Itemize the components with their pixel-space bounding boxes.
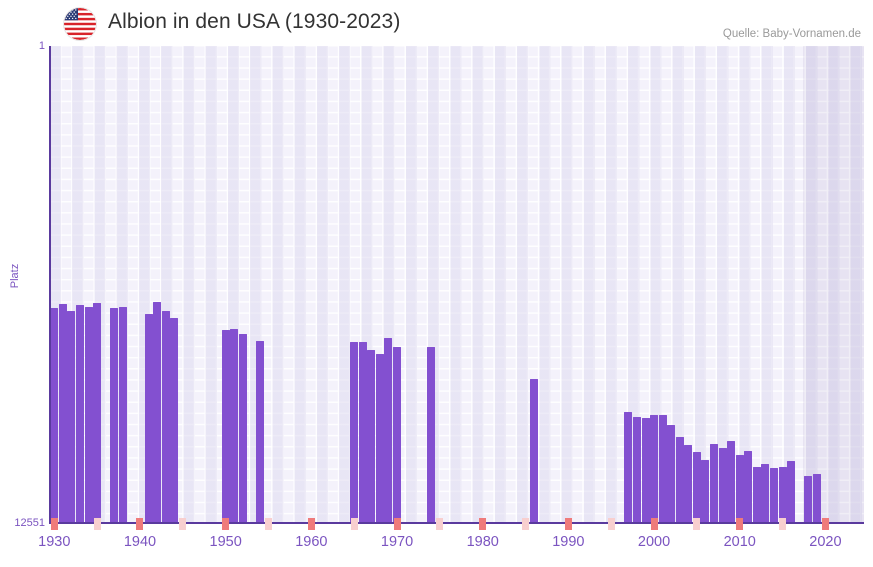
- bar-2005[interactable]: [692, 451, 701, 523]
- x-tick-mark-2010: [736, 518, 744, 530]
- x-tick-label-1960: 1960: [295, 534, 328, 550]
- x-tick-mark-2005: [693, 518, 701, 530]
- page-title: Albion in den USA (1930-2023): [108, 10, 401, 33]
- x-tick-mark-1960: [307, 518, 315, 530]
- x-tick-label-2010: 2010: [723, 534, 756, 550]
- x-tick-mark-1950: [222, 518, 230, 530]
- bar-2000[interactable]: [650, 414, 659, 523]
- bar-1943[interactable]: [161, 310, 170, 523]
- plot-area: [50, 46, 864, 523]
- bar-1935[interactable]: [93, 302, 102, 523]
- x-axis-line: [50, 522, 864, 524]
- bar-1998[interactable]: [632, 416, 641, 523]
- x-tick-mark-1945: [179, 518, 187, 530]
- source-attribution: Quelle: Baby-Vornamen.de: [722, 28, 861, 40]
- x-tick-mark-2015: [779, 518, 787, 530]
- bar-2008[interactable]: [718, 448, 727, 523]
- bar-1974[interactable]: [427, 347, 436, 523]
- bar-1970[interactable]: [393, 346, 402, 523]
- bar-2013[interactable]: [761, 464, 770, 523]
- x-tick-mark-1970: [393, 518, 401, 530]
- x-tick-label-1970: 1970: [380, 534, 414, 550]
- bar-2019[interactable]: [812, 473, 821, 523]
- x-tick-mark-1965: [350, 518, 358, 530]
- x-tick-label-2020: 2020: [809, 534, 842, 550]
- x-tick-mark-1935: [93, 518, 101, 530]
- x-tick-mark-1990: [564, 518, 572, 530]
- us-flag-icon: [64, 8, 96, 40]
- bar-1950[interactable]: [221, 329, 230, 523]
- x-tick-mark-1995: [607, 518, 615, 530]
- y-axis-tick-top: 1: [38, 40, 45, 52]
- x-tick-mark-1975: [436, 518, 444, 530]
- bar-1951[interactable]: [230, 328, 239, 523]
- bar-2009[interactable]: [727, 440, 736, 523]
- bar-2016[interactable]: [787, 461, 796, 523]
- bar-2014[interactable]: [770, 468, 779, 523]
- y-axis-tick-bottom: 12551: [14, 517, 45, 529]
- bar-2004[interactable]: [684, 444, 693, 523]
- bar-1952[interactable]: [238, 333, 247, 523]
- bar-1954[interactable]: [255, 340, 264, 523]
- bar-1997[interactable]: [624, 411, 633, 523]
- bar-2003[interactable]: [675, 436, 684, 523]
- no-data-shaded-band: [803, 46, 864, 523]
- bar-2018[interactable]: [804, 475, 813, 523]
- bar-1938[interactable]: [118, 307, 127, 523]
- bar-2010[interactable]: [735, 454, 744, 523]
- x-tick-mark-1940: [136, 518, 144, 530]
- x-tick-mark-1930: [50, 518, 58, 530]
- bar-1932[interactable]: [67, 311, 76, 523]
- bar-1986[interactable]: [530, 379, 539, 523]
- bar-1969[interactable]: [384, 338, 393, 523]
- bar-1967[interactable]: [367, 349, 376, 523]
- bar-1944[interactable]: [170, 317, 179, 523]
- bar-1941[interactable]: [144, 313, 153, 523]
- bar-1942[interactable]: [153, 301, 162, 523]
- x-tick-label-1980: 1980: [466, 534, 499, 550]
- bar-2007[interactable]: [710, 444, 719, 523]
- x-tick-mark-1955: [264, 518, 272, 530]
- x-tick-label-1990: 1990: [552, 534, 585, 550]
- bar-1999[interactable]: [641, 418, 650, 523]
- bar-1937[interactable]: [110, 307, 119, 523]
- x-tick-label-1940: 1940: [123, 534, 157, 550]
- bar-2002[interactable]: [667, 424, 676, 523]
- bar-1931[interactable]: [58, 304, 67, 523]
- x-tick-mark-2000: [650, 518, 658, 530]
- x-tick-mark-1985: [522, 518, 530, 530]
- bar-2011[interactable]: [744, 450, 753, 523]
- bar-1966[interactable]: [358, 342, 367, 523]
- bar-1930[interactable]: [50, 308, 59, 523]
- bar-2012[interactable]: [752, 466, 761, 523]
- chart-header: Albion in den USA (1930-2023) Quelle: Ba…: [0, 0, 873, 46]
- bar-1933[interactable]: [75, 305, 84, 523]
- bar-1968[interactable]: [375, 353, 384, 523]
- x-tick-label-2000: 2000: [637, 534, 671, 550]
- bar-2006[interactable]: [701, 459, 710, 523]
- bar-1965[interactable]: [350, 342, 359, 523]
- x-tick-label-1950: 1950: [209, 534, 242, 550]
- bar-2001[interactable]: [658, 414, 667, 523]
- bar-1934[interactable]: [84, 307, 93, 523]
- bar-series: [50, 46, 864, 523]
- y-axis-line: [49, 46, 51, 524]
- x-tick-mark-1980: [479, 518, 487, 530]
- x-tick-mark-2020: [821, 518, 829, 530]
- x-tick-label-1930: 1930: [38, 534, 71, 550]
- bar-2015[interactable]: [778, 467, 787, 523]
